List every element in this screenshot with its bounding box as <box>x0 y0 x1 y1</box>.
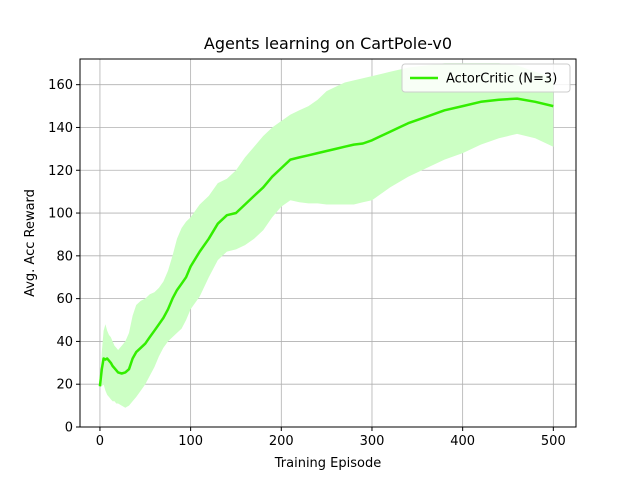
x-axis-ticks: 0 100 200 300 400 500 <box>96 427 566 449</box>
chart-title: Agents learning on CartPole-v0 <box>204 34 452 53</box>
y-axis-ticks: 0 20 40 60 80 100 120 140 160 <box>48 78 80 436</box>
y-tick-label: 120 <box>48 164 73 179</box>
x-tick-label: 500 <box>541 434 566 449</box>
confidence-band <box>99 63 554 408</box>
x-tick-label: 300 <box>360 434 385 449</box>
x-tick-label: 400 <box>450 434 475 449</box>
legend-entry-actorcritic: ActorCritic (N=3) <box>446 72 557 87</box>
y-tick-label: 60 <box>56 292 73 307</box>
legend-box <box>401 63 571 93</box>
y-tick-label: 40 <box>56 335 73 350</box>
y-tick-label: 20 <box>56 378 73 393</box>
series-line-actorcritic <box>98 97 554 387</box>
plot-frame <box>79 58 577 428</box>
y-tick-label: 100 <box>48 207 73 222</box>
x-axis-label: Training Episode <box>274 456 381 471</box>
y-tick-label: 160 <box>48 78 73 93</box>
x-tick-label: 0 <box>96 434 104 449</box>
y-tick-label: 0 <box>65 421 73 436</box>
legend: ActorCritic (N=3) <box>401 63 571 93</box>
x-tick-label: 200 <box>269 434 294 449</box>
x-tick-label: 100 <box>178 434 203 449</box>
y-axis-label: Avg. Acc Reward <box>23 189 38 297</box>
y-tick-label: 140 <box>48 121 73 136</box>
y-tick-label: 80 <box>56 249 73 264</box>
